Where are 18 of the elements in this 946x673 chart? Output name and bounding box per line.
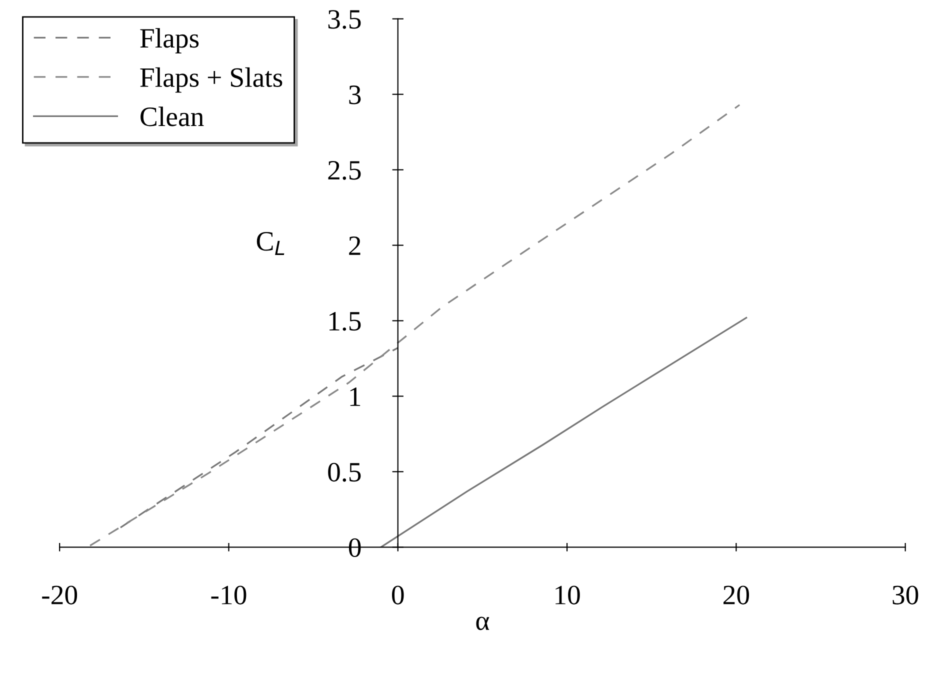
x-tick-label: -10 <box>211 586 246 604</box>
x-tick-label: 0 <box>392 586 404 604</box>
y-axis-title: C$_{L}$ <box>256 232 284 256</box>
y-tick-label: 3 <box>349 86 361 104</box>
legend-label: Flaps + Slats <box>140 67 282 93</box>
y-tick-label: 1.5 <box>330 312 361 331</box>
legend-label: Flaps <box>140 28 199 54</box>
y-tick-label: 1 <box>350 388 360 406</box>
legend-label: Clean <box>140 106 204 126</box>
y-tick-label: 2 <box>349 236 360 255</box>
x-tick-label: 20 <box>724 586 750 604</box>
y-tick-label: 2.5 <box>328 161 361 180</box>
x-axis-title: α <box>476 616 490 630</box>
x-tick-label: -20 <box>42 586 78 604</box>
x-tick-label: 10 <box>556 586 580 604</box>
y-tick-label: 0.5 <box>328 462 361 482</box>
y-tick-label: 3.5 <box>328 10 361 29</box>
x-tick-label: 30 <box>892 586 918 604</box>
